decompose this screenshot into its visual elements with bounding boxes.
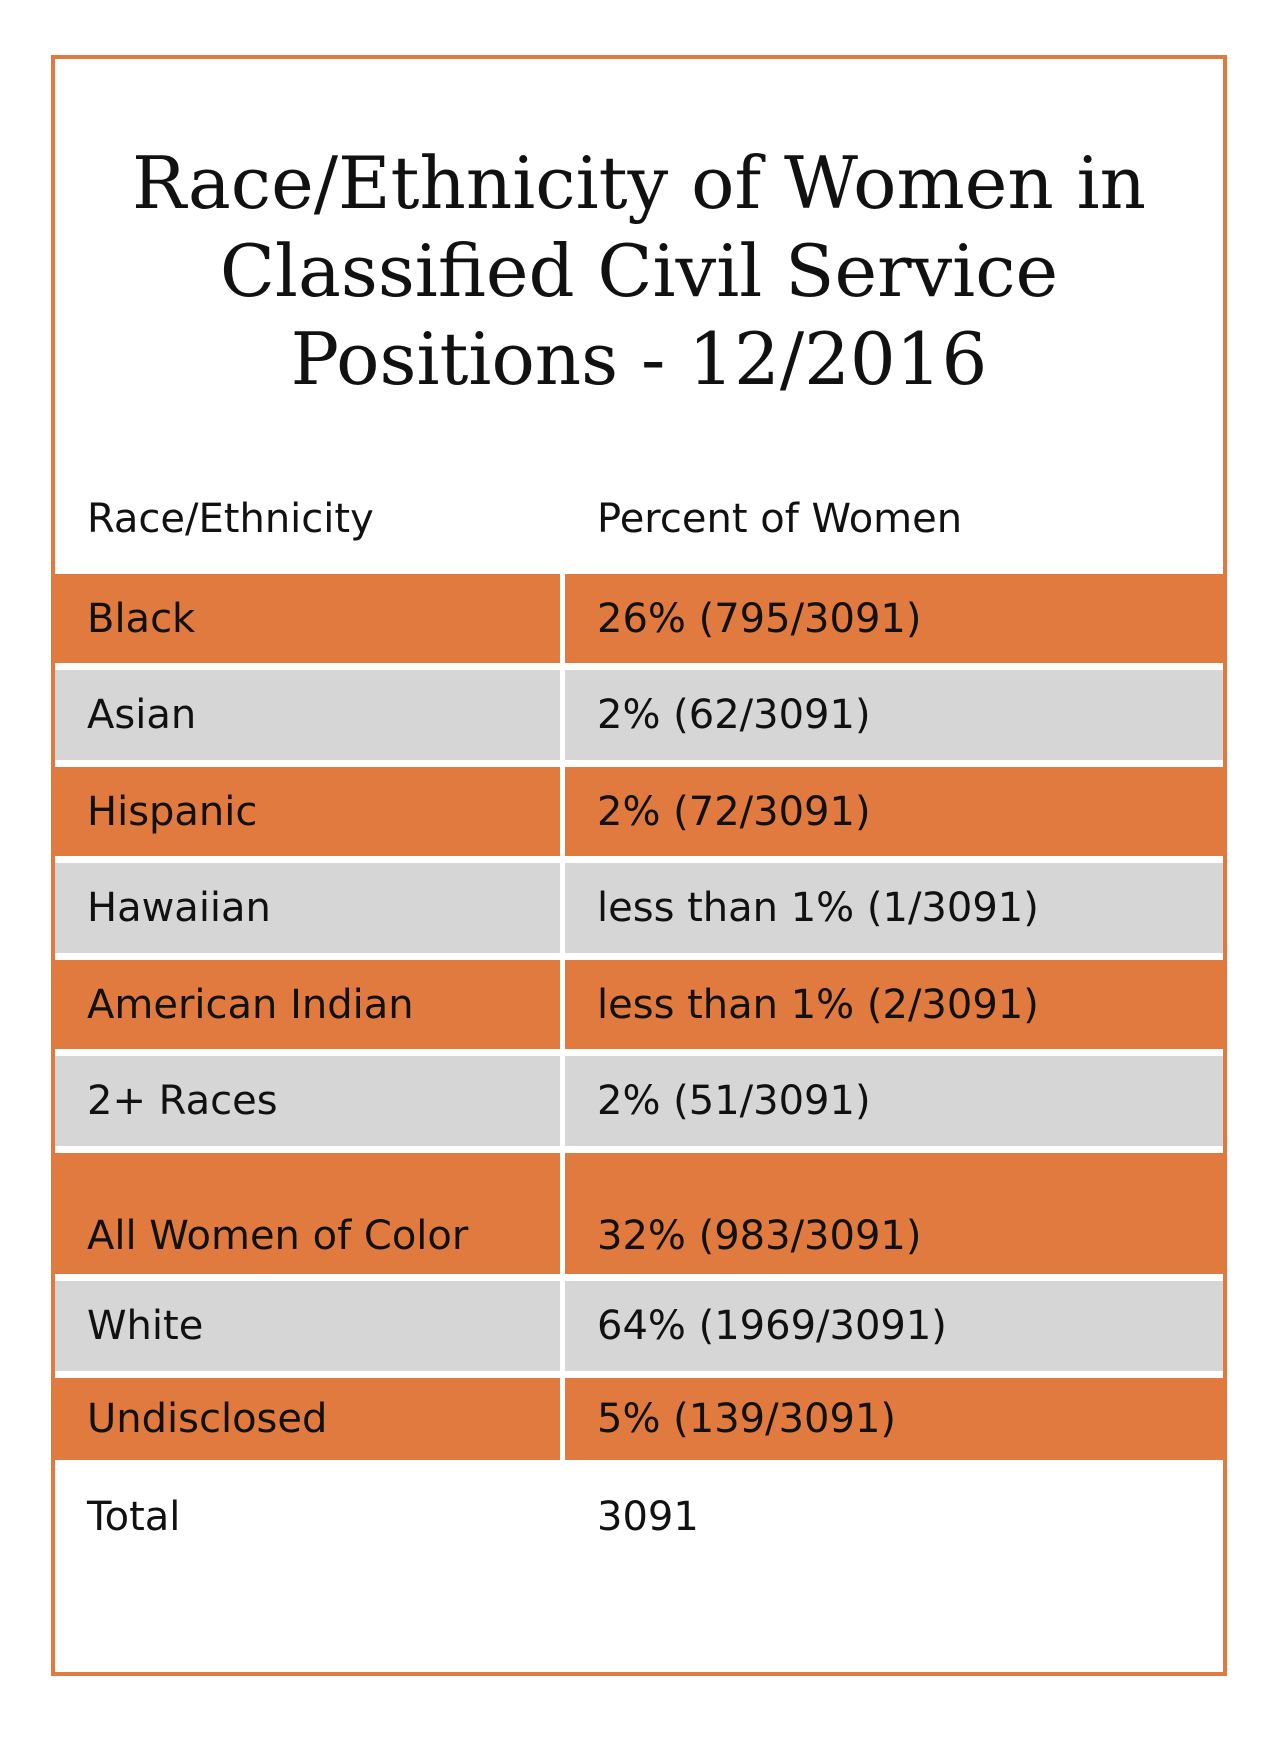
column-header-race: Race/Ethnicity <box>87 496 374 542</box>
data-table: Race/Ethnicity Percent of Women Black 26%… <box>55 59 1223 1672</box>
row-label: Undisclosed <box>55 1378 560 1460</box>
row-value: 2% (62/3091) <box>565 670 1223 760</box>
row-label: Hispanic <box>55 767 560 856</box>
row-label: American Indian <box>55 960 560 1049</box>
row-value: 32% (983/3091) <box>565 1153 1223 1274</box>
chart-title: Race/Ethnicity of Women in Classified Ci… <box>55 139 1223 403</box>
row-value: less than 1% (2/3091) <box>565 960 1223 1049</box>
table-row: Hispanic 2% (72/3091) <box>55 767 1223 856</box>
table-row: Asian 2% (62/3091) <box>55 670 1223 760</box>
row-label: Hawaiian <box>55 863 560 953</box>
row-label: All Women of Color <box>55 1153 560 1274</box>
table-row: Hawaiian less than 1% (1/3091) <box>55 863 1223 953</box>
row-label: 2+ Races <box>55 1056 560 1146</box>
table-row: Total 3091 <box>55 1467 1223 1567</box>
row-value: 2% (72/3091) <box>565 767 1223 856</box>
row-label: Asian <box>55 670 560 760</box>
table-row: Undisclosed 5% (139/3091) <box>55 1378 1223 1460</box>
column-header-percent: Percent of Women <box>597 496 963 542</box>
row-value: 3091 <box>597 1494 699 1540</box>
row-label: Total <box>87 1494 181 1540</box>
table-row: White 64% (1969/3091) <box>55 1281 1223 1371</box>
row-label: White <box>55 1281 560 1371</box>
title-line-3: Positions - 12/2016 <box>290 317 988 401</box>
row-value: 5% (139/3091) <box>565 1378 1223 1460</box>
table-row: All Women of Color 32% (983/3091) <box>55 1153 1223 1274</box>
title-line-1: Race/Ethnicity of Women in <box>132 141 1146 225</box>
table-header-row: Race/Ethnicity Percent of Women <box>55 469 1223 569</box>
table-row: Black 26% (795/3091) <box>55 574 1223 663</box>
table-frame: Race/Ethnicity of Women in Classified Ci… <box>51 55 1227 1676</box>
row-value: 26% (795/3091) <box>565 574 1223 663</box>
row-label: Black <box>55 574 560 663</box>
row-value: 64% (1969/3091) <box>565 1281 1223 1371</box>
title-line-2: Classified Civil Service <box>219 229 1059 313</box>
row-value: less than 1% (1/3091) <box>565 863 1223 953</box>
table-row: 2+ Races 2% (51/3091) <box>55 1056 1223 1146</box>
table-row: American Indian less than 1% (2/3091) <box>55 960 1223 1049</box>
row-value: 2% (51/3091) <box>565 1056 1223 1146</box>
